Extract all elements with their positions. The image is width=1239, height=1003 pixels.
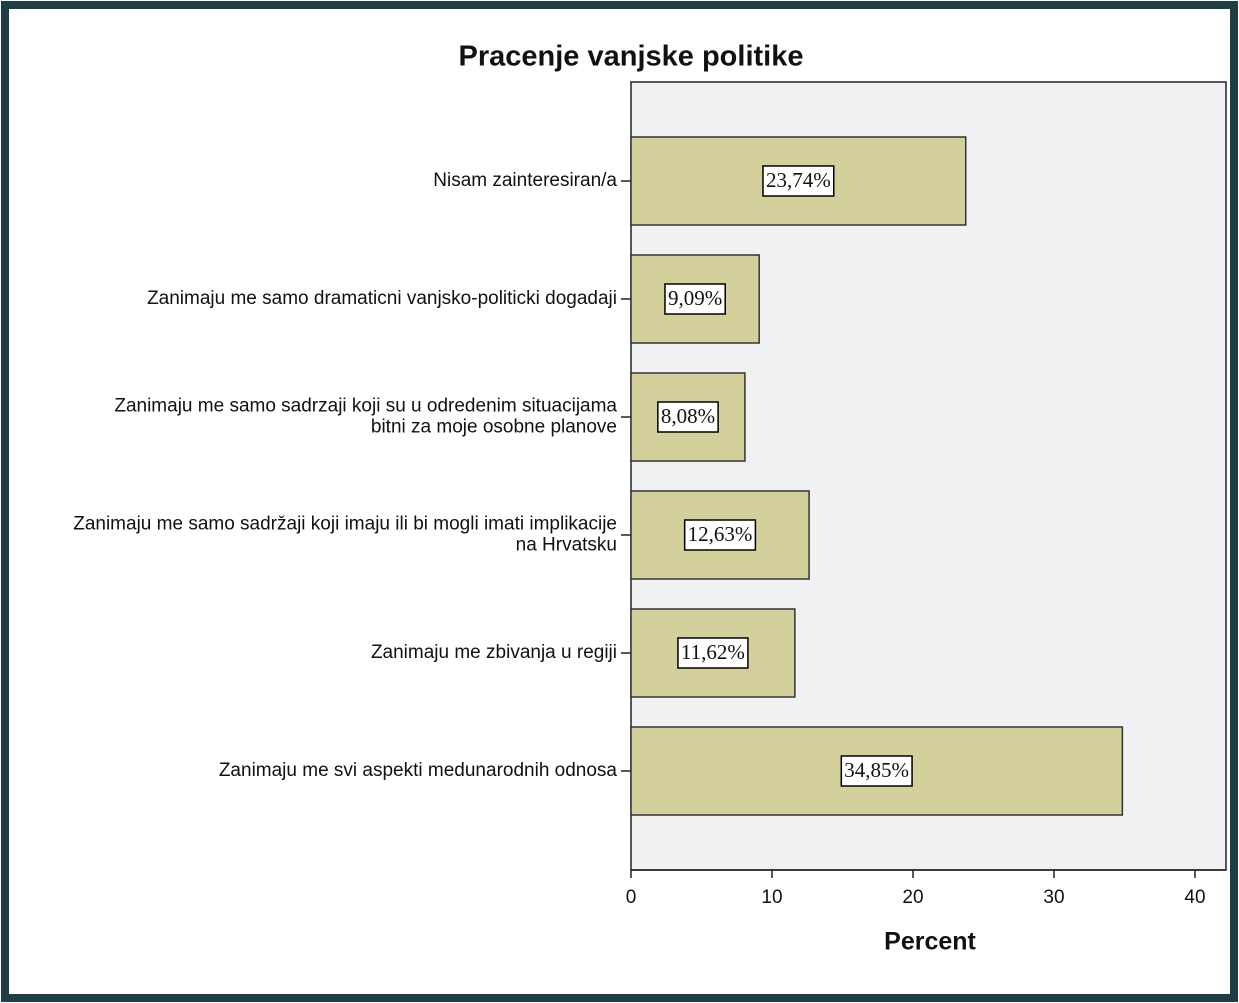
value-label-group: 9,09% — [664, 283, 726, 315]
value-label: 34,85% — [844, 758, 909, 782]
x-tick-label: 30 — [1043, 887, 1064, 908]
y-tick-label: Zanimaju me samo sadrzaji koji su u odre… — [114, 396, 617, 438]
value-label-group: 11,62% — [677, 637, 749, 669]
y-tick-label: Zanimaju me zbivanja u regiji — [371, 642, 617, 663]
value-label-group: 8,08% — [657, 401, 719, 433]
value-label-box — [664, 283, 726, 315]
chart-title: Pracenje vanjske politike — [459, 41, 804, 73]
x-tick-label: 0 — [626, 887, 637, 908]
value-label: 8,08% — [661, 404, 715, 428]
x-axis-label: Percent — [884, 928, 976, 956]
value-label-box — [683, 519, 757, 551]
value-label: 9,09% — [668, 286, 722, 310]
y-tick-label: Zanimaju me samo sadržaji koji imaju ili… — [73, 514, 617, 556]
value-label: 11,62% — [681, 640, 745, 664]
value-label-group: 34,85% — [840, 755, 913, 787]
value-label-group: 12,63% — [683, 519, 757, 551]
value-label-box — [677, 637, 749, 669]
x-tick-label: 40 — [1184, 887, 1205, 908]
y-tick-label: Nisam zainteresiran/a — [433, 170, 617, 191]
value-label: 12,63% — [688, 522, 753, 546]
value-label-box — [762, 165, 835, 197]
value-label-group: 23,74% — [762, 165, 835, 197]
y-tick-label: Zanimaju me svi aspekti medunarodnih odn… — [219, 760, 618, 781]
x-tick-label: 20 — [902, 887, 923, 908]
y-tick-label: Zanimaju me samo dramaticni vanjsko-poli… — [147, 288, 617, 309]
value-label-box — [840, 755, 913, 787]
x-tick-label: 10 — [761, 887, 782, 908]
value-label: 23,74% — [766, 168, 831, 192]
value-label-box — [657, 401, 719, 433]
